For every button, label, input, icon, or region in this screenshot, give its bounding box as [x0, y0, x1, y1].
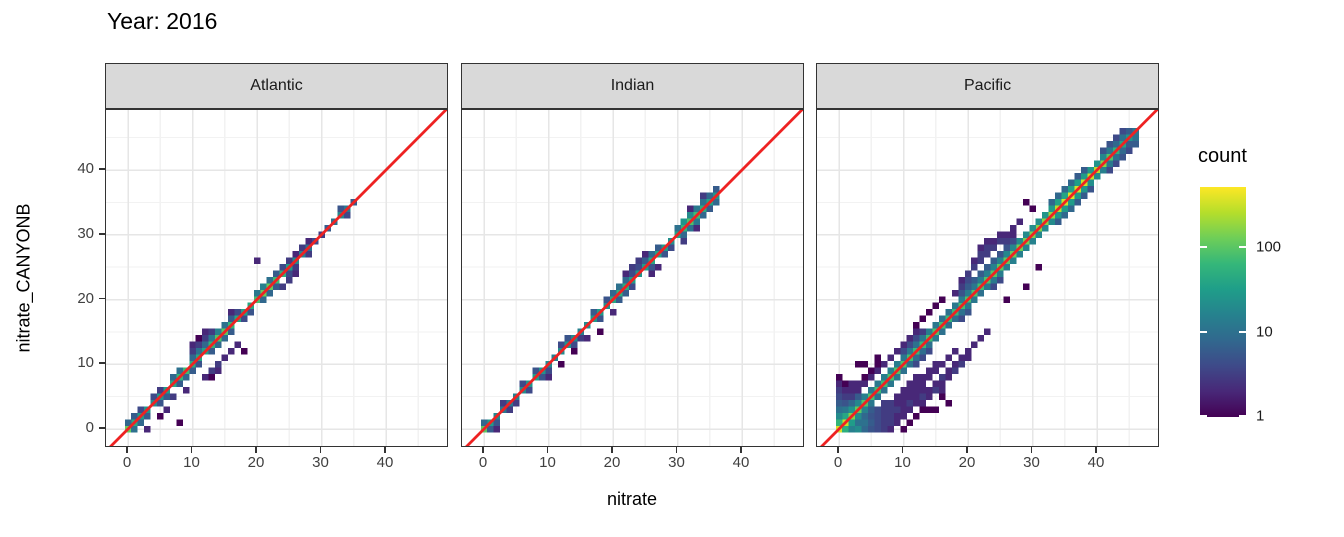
x-tick-label: 40 — [732, 454, 750, 471]
facet-strip-label: Atlantic — [250, 77, 303, 94]
y-tick-mark — [99, 362, 105, 365]
legend-tick-mark — [1239, 331, 1246, 333]
y-tick-mark — [99, 168, 105, 170]
facet-strip-label: Pacific — [963, 77, 1012, 94]
x-tick-mark — [384, 447, 386, 453]
x-tick-label: 40 — [376, 454, 394, 471]
facet-strip-atlantic: Atlantic — [105, 63, 448, 109]
x-tick-mark — [482, 447, 484, 453]
legend-tick-mark — [1200, 246, 1207, 248]
panel-atlantic — [105, 109, 448, 447]
x-tick-mark — [901, 447, 904, 453]
x-tick-mark — [837, 447, 839, 453]
legend-tick-mark — [1239, 246, 1246, 248]
y-tick-label: 30 — [77, 224, 94, 242]
x-tick-mark — [1030, 447, 1033, 453]
y-tick-mark — [99, 297, 105, 300]
x-tick-label: 0 — [833, 454, 843, 471]
x-tick-label: 0 — [478, 454, 488, 471]
panel-pacific — [816, 109, 1159, 447]
legend-tick-mark — [1239, 415, 1246, 417]
identity-line — [465, 110, 803, 446]
x-tick-mark — [966, 447, 968, 453]
y-tick-label: 20 — [77, 289, 94, 307]
facet-strip-label: Indian — [610, 77, 655, 94]
y-tick-mark — [99, 232, 105, 235]
x-tick-mark — [546, 447, 549, 453]
x-tick-label: 10 — [183, 454, 200, 471]
x-tick-label: 0 — [122, 454, 132, 471]
legend-tick-mark — [1200, 415, 1207, 417]
y-axis-title: nitrate_CANYONB — [13, 203, 34, 353]
x-tick-label: 10 — [539, 454, 556, 471]
panel-indian — [461, 109, 804, 447]
legend-tick-mark — [1200, 331, 1207, 333]
y-tick-label: 40 — [77, 160, 94, 178]
facet-strip-pacific: Pacific — [816, 63, 1159, 109]
x-tick-label: 40 — [1087, 454, 1105, 471]
x-tick-mark — [675, 447, 678, 453]
x-axis-title: nitrate — [606, 489, 658, 509]
x-tick-mark — [740, 447, 742, 453]
y-tick-mark — [99, 427, 105, 429]
identity-line — [109, 110, 447, 446]
legend-colorbar — [1200, 187, 1246, 417]
legend-tick-label: 10 — [1256, 323, 1273, 341]
x-tick-label: 20 — [603, 454, 621, 471]
x-tick-label: 30 — [1023, 454, 1040, 471]
x-tick-mark — [190, 447, 193, 453]
x-tick-mark — [126, 447, 128, 453]
x-tick-mark — [611, 447, 613, 453]
x-tick-mark — [255, 447, 257, 453]
x-tick-label: 10 — [894, 454, 911, 471]
identity-line — [820, 110, 1158, 446]
legend-title: count — [1198, 145, 1247, 167]
y-tick-label: 10 — [77, 354, 94, 372]
x-tick-label: 20 — [958, 454, 976, 471]
legend-tick-label: 1 — [1256, 407, 1265, 425]
x-tick-label: 30 — [668, 454, 685, 471]
legend-tick-label: 100 — [1256, 238, 1282, 256]
gridlines — [462, 110, 803, 446]
x-tick-mark — [319, 447, 322, 453]
x-tick-label: 20 — [247, 454, 265, 471]
x-tick-label: 30 — [312, 454, 329, 471]
facet-strip-indian: Indian — [461, 63, 804, 109]
plot-title: Year: 2016 — [107, 8, 218, 34]
x-tick-mark — [1095, 447, 1097, 453]
y-tick-label: 0 — [85, 419, 94, 437]
